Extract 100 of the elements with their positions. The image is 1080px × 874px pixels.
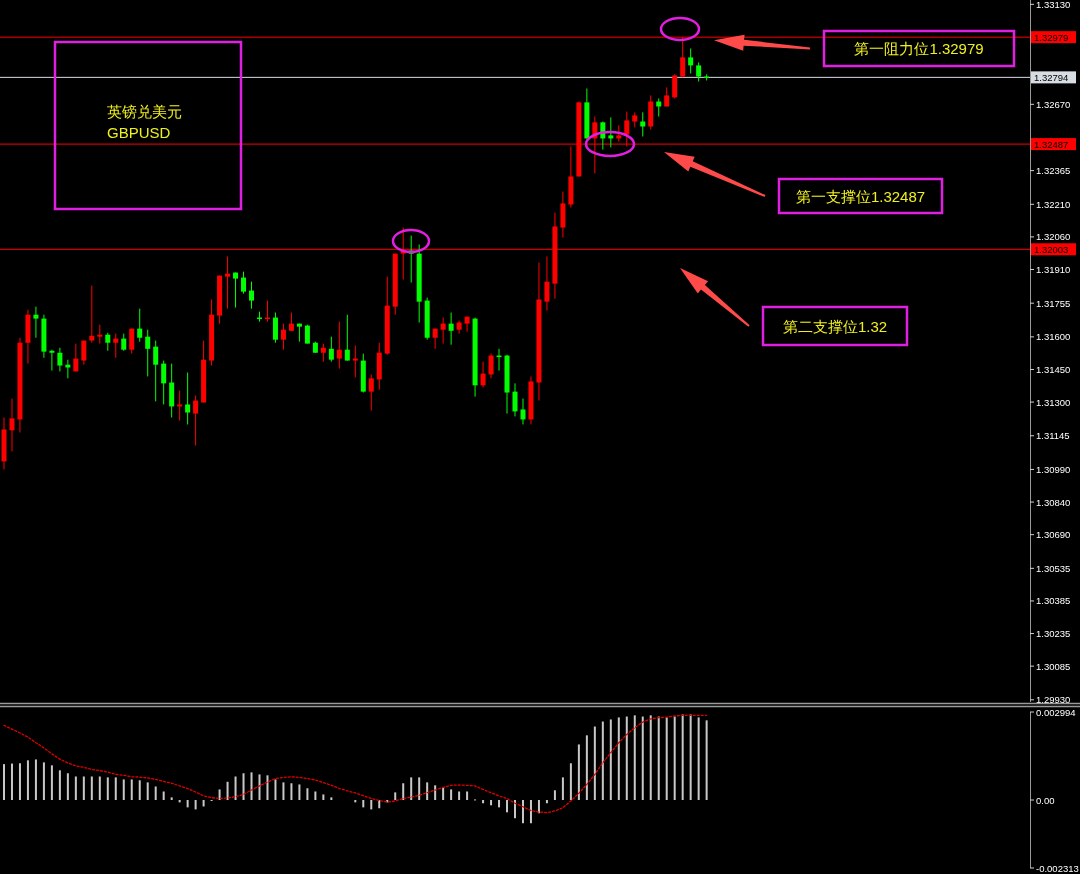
candlestick bbox=[193, 395, 199, 447]
candlestick bbox=[344, 314, 350, 362]
bar bbox=[82, 776, 85, 801]
candlestick bbox=[488, 353, 494, 379]
bar bbox=[170, 797, 173, 801]
y-tick-label: 1.31910 bbox=[1036, 264, 1071, 275]
annotation: 第二支撑位1.32 bbox=[782, 317, 888, 335]
y-tick-label: 1.30690 bbox=[1036, 529, 1071, 541]
bar bbox=[673, 716, 676, 801]
candlestick bbox=[336, 321, 342, 370]
candlestick bbox=[304, 324, 310, 345]
bar bbox=[314, 791, 317, 801]
bar bbox=[298, 784, 301, 801]
bar bbox=[553, 790, 556, 801]
bar bbox=[529, 800, 532, 824]
y-tick-label: 1.30535 bbox=[1036, 562, 1071, 574]
ref-line-label: 1.32003 bbox=[1034, 243, 1069, 255]
candlestick bbox=[89, 285, 95, 344]
bar bbox=[561, 777, 564, 801]
bar bbox=[74, 776, 77, 801]
bar bbox=[442, 787, 445, 801]
candlestick bbox=[688, 47, 694, 74]
candlestick bbox=[129, 328, 135, 355]
candlestick bbox=[225, 255, 231, 310]
bar bbox=[498, 800, 501, 808]
candlestick bbox=[73, 343, 79, 372]
bar bbox=[593, 726, 596, 801]
bar bbox=[394, 792, 397, 801]
bar bbox=[42, 762, 45, 801]
y-tick-label: 1.30085 bbox=[1036, 660, 1071, 672]
y-tick-label: 1.30235 bbox=[1036, 628, 1071, 640]
y-tick-label: 1.30990 bbox=[1036, 463, 1071, 475]
bar bbox=[106, 777, 109, 801]
candlestick bbox=[57, 347, 63, 372]
bar bbox=[514, 800, 516, 819]
ref-line-label: 1.32979 bbox=[1034, 31, 1069, 43]
y-tick-label: 1.31755 bbox=[1036, 297, 1071, 309]
y-tick-label: 1.29930 bbox=[1036, 694, 1071, 706]
bar bbox=[545, 800, 548, 804]
bar bbox=[274, 779, 277, 801]
candlestick bbox=[97, 324, 103, 345]
y-tick-label: 1.31450 bbox=[1036, 363, 1071, 375]
candlestick bbox=[272, 312, 278, 344]
annotation: 第一阻力位1.32979 bbox=[854, 40, 984, 57]
bar bbox=[322, 794, 325, 801]
y-tick-label: 1.33130 bbox=[1036, 0, 1071, 10]
bar bbox=[537, 800, 540, 814]
y-tick-label: 1.31300 bbox=[1036, 396, 1071, 408]
bar bbox=[2, 764, 5, 801]
candlestick bbox=[145, 329, 151, 377]
candlestick bbox=[81, 340, 87, 366]
bar bbox=[705, 720, 708, 801]
candlestick bbox=[9, 398, 15, 452]
bar bbox=[250, 772, 253, 801]
y-tick-label: 1.30385 bbox=[1036, 595, 1071, 607]
candlestick bbox=[161, 360, 167, 405]
annotation: 第一支撑位1.32487 bbox=[795, 187, 926, 205]
candlestick bbox=[368, 373, 374, 412]
bar bbox=[146, 782, 149, 801]
bar bbox=[450, 789, 453, 801]
ref-line-label: 1.32794 bbox=[1034, 71, 1069, 83]
candlestick bbox=[169, 363, 175, 419]
bar bbox=[569, 763, 572, 801]
bar bbox=[362, 800, 365, 808]
bar bbox=[34, 759, 37, 801]
bar bbox=[18, 763, 21, 801]
candlestick bbox=[656, 97, 662, 117]
bar bbox=[625, 716, 628, 801]
bar bbox=[402, 783, 405, 801]
candlestick bbox=[249, 281, 255, 310]
candlestick bbox=[65, 359, 71, 379]
bar bbox=[218, 789, 221, 801]
bar bbox=[162, 791, 165, 801]
candlestick bbox=[440, 317, 446, 345]
bar bbox=[633, 715, 636, 801]
candlestick bbox=[696, 61, 702, 82]
bar bbox=[10, 763, 13, 801]
bar bbox=[330, 797, 333, 801]
bar bbox=[609, 719, 612, 801]
bar bbox=[466, 791, 469, 801]
bar bbox=[378, 800, 381, 809]
candlestick bbox=[153, 340, 159, 402]
bar bbox=[258, 774, 261, 801]
candlestick bbox=[456, 320, 462, 335]
candlestick bbox=[233, 272, 239, 309]
bar bbox=[226, 781, 229, 801]
candlestick bbox=[137, 308, 143, 343]
candlestick bbox=[288, 312, 294, 332]
bar bbox=[506, 800, 509, 813]
candlestick bbox=[280, 323, 286, 351]
ref-line-label: 1.32487 bbox=[1034, 138, 1069, 150]
bar bbox=[601, 721, 604, 801]
bar bbox=[577, 744, 580, 801]
bar bbox=[458, 791, 461, 801]
bar bbox=[290, 783, 293, 801]
candlestick bbox=[544, 255, 550, 312]
y-tick-label: 1.32670 bbox=[1036, 98, 1071, 110]
bar bbox=[114, 777, 117, 801]
bar bbox=[689, 714, 692, 801]
bar bbox=[130, 779, 133, 801]
